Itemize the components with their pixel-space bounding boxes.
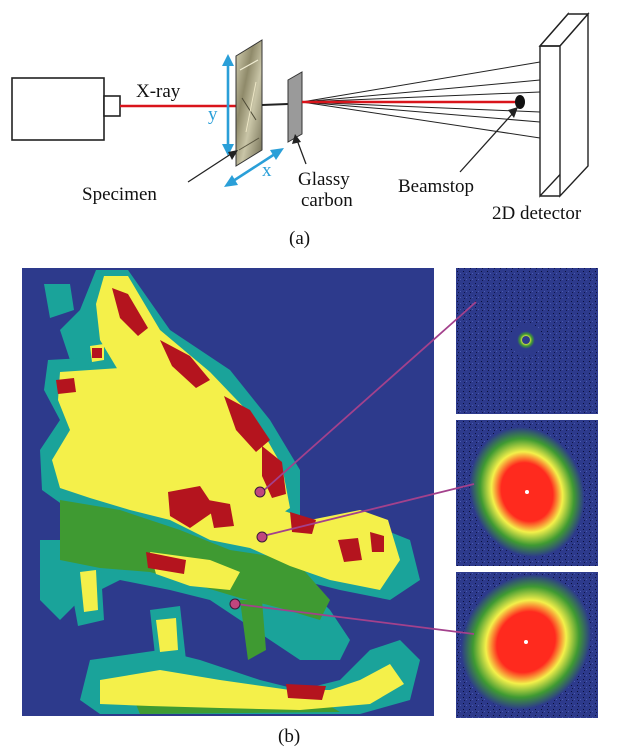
specimen-leader-arrow	[187, 150, 238, 183]
marker-1	[254, 486, 266, 498]
transmitted-beam	[261, 103, 289, 106]
map-yellow-regions	[52, 276, 404, 710]
marker-2	[256, 531, 268, 543]
axis-x-label: x	[262, 160, 272, 181]
scattering-cone	[301, 61, 541, 139]
panel-b-caption: (b)	[278, 726, 300, 747]
glassy-carbon-label-line1: Glassy	[298, 169, 350, 190]
xray-label: X-ray	[136, 81, 181, 102]
marker-3	[229, 598, 241, 610]
inset-3	[456, 572, 598, 718]
beamstop-icon	[515, 95, 525, 109]
leader-line-3	[235, 603, 475, 635]
beamstop-leader-arrow	[459, 107, 518, 173]
axis-y-label: y	[208, 104, 218, 125]
y-axis-arrow-icon	[222, 54, 234, 156]
inset-1	[456, 268, 598, 414]
panel-b: (b)	[22, 268, 598, 747]
beamstop-label: Beamstop	[398, 176, 474, 197]
detector-label: 2D detector	[492, 203, 582, 224]
leader-line-1	[261, 301, 477, 493]
detector-icon	[538, 12, 590, 198]
inset-2	[456, 420, 598, 566]
specimen-label: Specimen	[82, 184, 157, 205]
x-axis-arrow-icon	[224, 148, 284, 187]
panel-a: X-ray y x	[11, 12, 590, 249]
glassy-carbon-plate	[287, 71, 303, 143]
leader-lines	[235, 301, 477, 635]
panel-a-caption: (a)	[289, 228, 310, 249]
measurement-markers	[229, 486, 268, 610]
specimen-slab	[235, 39, 263, 167]
map-red-regions	[56, 288, 384, 700]
glassy-carbon-label-line2: carbon	[301, 190, 353, 211]
leader-line-2	[262, 483, 475, 537]
glassy-carbon-leader-arrow	[292, 134, 307, 165]
xray-source-icon	[11, 77, 121, 141]
